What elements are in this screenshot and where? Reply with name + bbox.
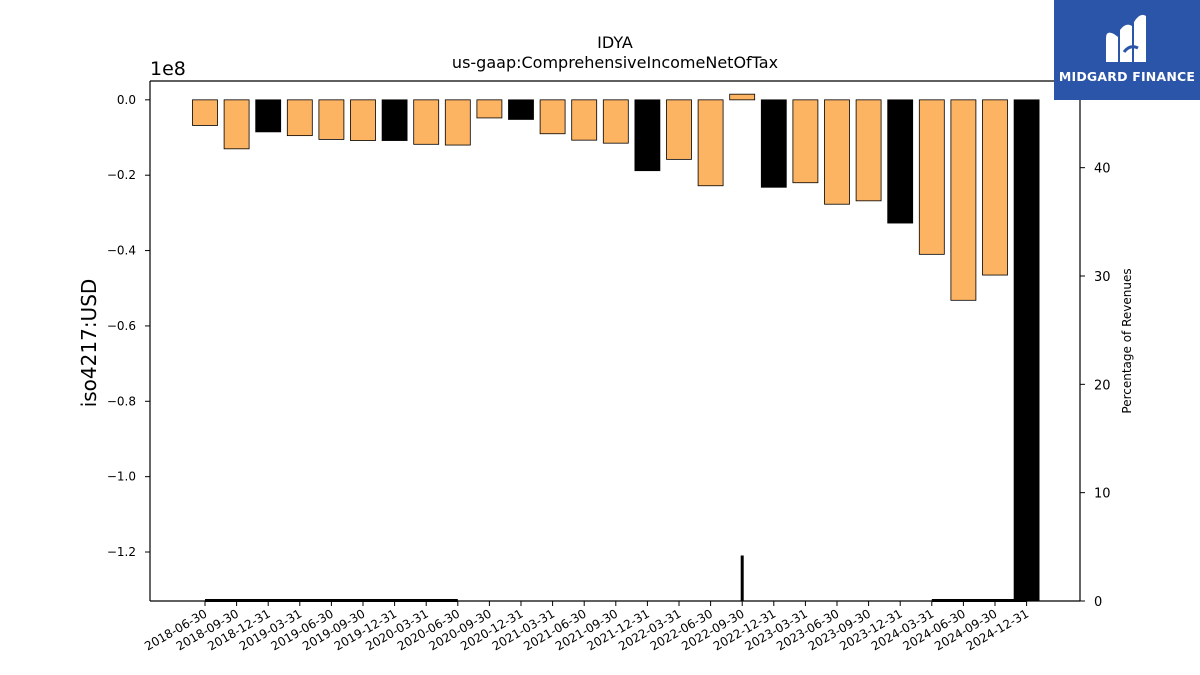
y-tick-label: −1.0 xyxy=(107,470,136,484)
bar-2021-06-30 xyxy=(571,99,598,141)
bar-2024-12-31 xyxy=(1013,99,1040,602)
midgard-finance-logo: MIDGARD FINANCE xyxy=(1054,0,1200,100)
bar-2019-12-31 xyxy=(381,99,408,141)
y-tick-label: −1.2 xyxy=(107,545,136,559)
bar-2020-06-30 xyxy=(444,99,471,146)
y-axis-label: iso4217:USD xyxy=(77,279,101,408)
y2-tick-label: 20 xyxy=(1094,378,1111,393)
y2-axis-label: Percentage of Revenues xyxy=(1120,268,1134,413)
y-tick-label: −0.2 xyxy=(107,168,136,182)
y-tick-label: −0.8 xyxy=(107,394,136,408)
y-tick-label: 0.0 xyxy=(117,93,136,107)
bar-2022-06-30 xyxy=(697,99,724,187)
percentage-line xyxy=(205,555,1027,602)
bar-2020-12-31 xyxy=(508,99,534,120)
bar-2019-03-31 xyxy=(286,99,313,137)
bar-2021-03-31 xyxy=(539,99,566,135)
y-tick-label: −0.4 xyxy=(107,244,136,258)
bar-2021-09-30 xyxy=(602,99,629,144)
bar-2023-12-31 xyxy=(887,99,914,224)
bar-2023-03-31 xyxy=(792,99,819,184)
bar-2022-03-31 xyxy=(666,99,692,160)
bar-2019-06-30 xyxy=(318,99,345,140)
logo-text: MIDGARD FINANCE xyxy=(1058,69,1196,84)
y2-tick-label: 10 xyxy=(1094,487,1111,502)
bar-2018-12-31 xyxy=(255,99,282,133)
bar-2018-06-30 xyxy=(192,99,218,126)
y2-tick-label: 0 xyxy=(1094,595,1102,610)
chart-title: IDYA xyxy=(597,33,633,52)
bar-2021-12-31 xyxy=(634,99,661,172)
bar-2019-09-30 xyxy=(350,99,376,141)
y-tick-label: −0.6 xyxy=(107,319,136,333)
y-scale-label: 1e8 xyxy=(150,58,186,80)
y2-tick-label: 40 xyxy=(1094,162,1111,177)
bar-2022-12-31 xyxy=(760,99,787,188)
bar-2024-09-30 xyxy=(982,99,1008,276)
bar-2018-09-30 xyxy=(223,99,250,150)
midgard-logo-icon xyxy=(1106,14,1146,63)
bar-2023-06-30 xyxy=(824,99,850,205)
bar-2020-09-30 xyxy=(476,99,503,119)
bar-2024-03-31 xyxy=(918,99,945,255)
bar-2020-03-31 xyxy=(413,99,440,145)
bar-2022-09-30 xyxy=(729,93,756,101)
y2-tick-label: 30 xyxy=(1094,270,1111,285)
bar-2024-06-30 xyxy=(950,99,977,301)
chart-subtitle: us-gaap:ComprehensiveIncomeNetOfTax xyxy=(452,53,778,72)
bar-2023-09-30 xyxy=(855,99,882,202)
